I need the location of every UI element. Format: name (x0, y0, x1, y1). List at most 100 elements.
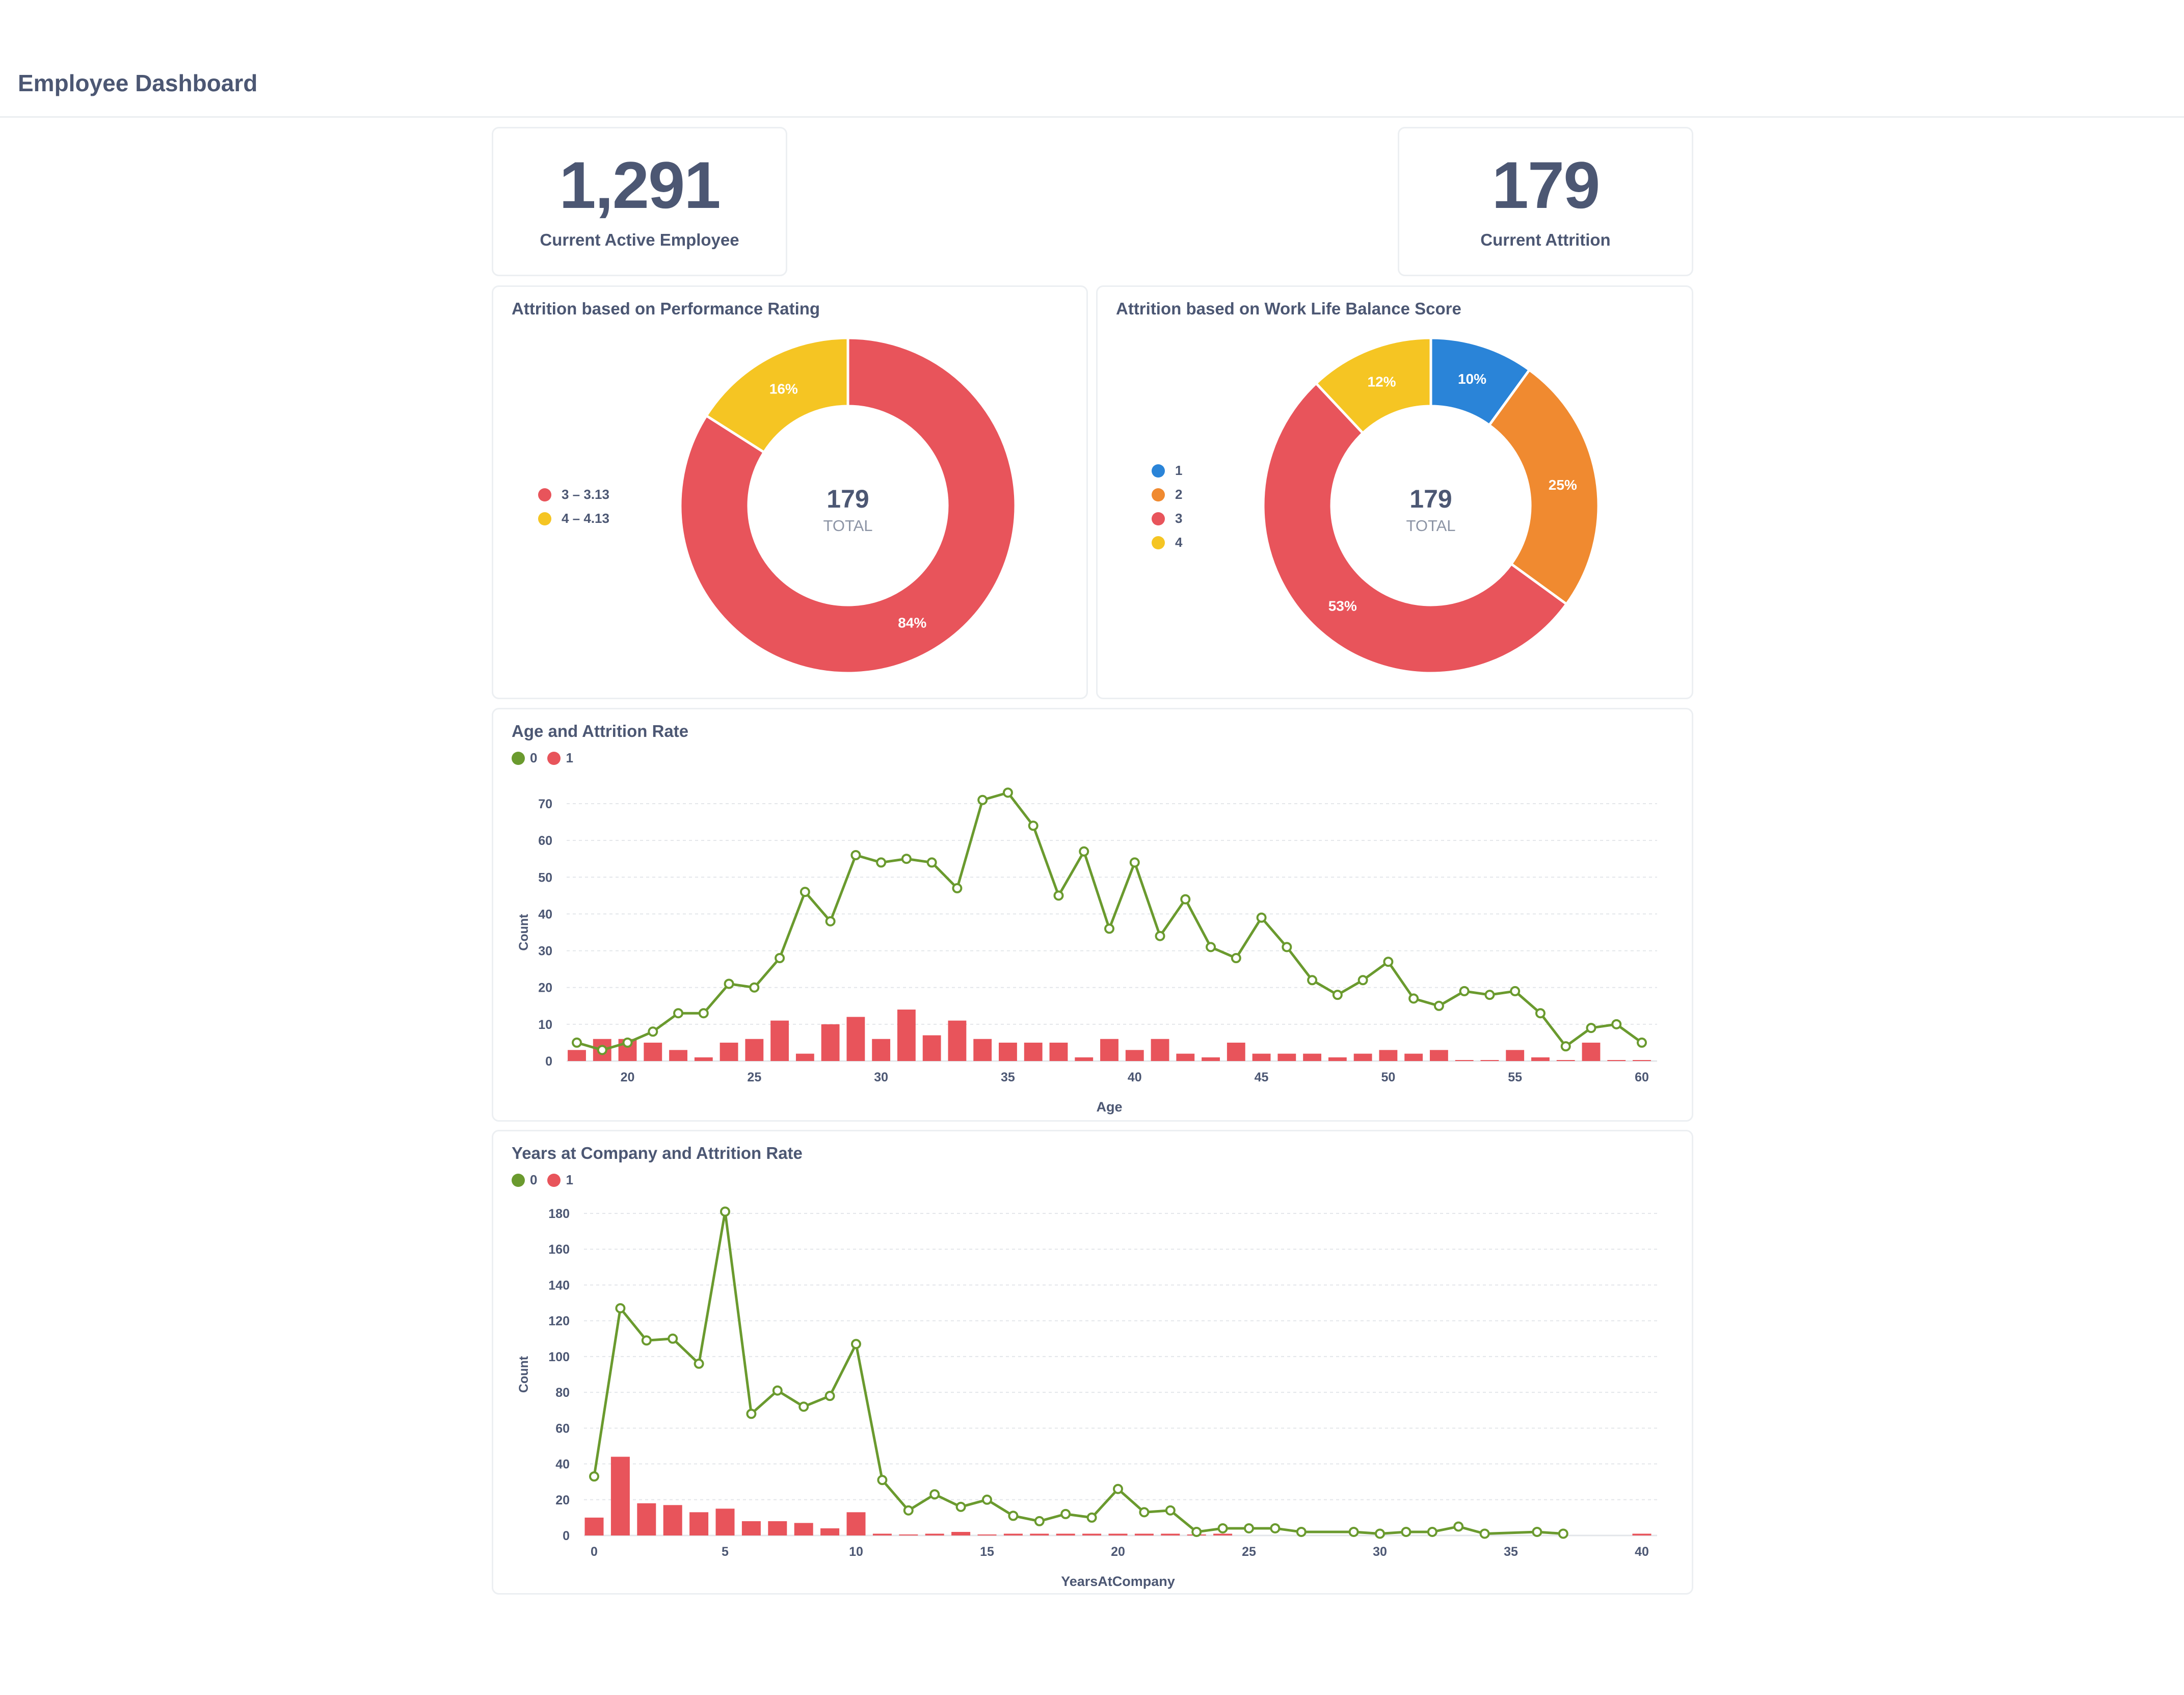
legend-item[interactable]: 0 (512, 750, 537, 766)
bar (637, 1503, 656, 1535)
page-title: Employee Dashboard (18, 70, 258, 96)
bar (1455, 1060, 1474, 1061)
bar (1328, 1057, 1347, 1061)
legend-dot (512, 751, 525, 765)
kpi-label: Current Attrition (1480, 230, 1611, 249)
legend-item[interactable]: 1 (547, 1172, 573, 1188)
x-axis-title: Age (1096, 1099, 1122, 1115)
legend-item[interactable]: 0 (512, 1172, 537, 1188)
bar (1151, 1039, 1169, 1061)
legend-item[interactable]: 4 – 4.13 (538, 507, 609, 531)
bar (1003, 1533, 1023, 1535)
bar (1108, 1533, 1128, 1535)
x-tick-label: 60 (1635, 1070, 1649, 1084)
slice-percent-label: 84% (898, 615, 926, 631)
line-point (1034, 1516, 1045, 1526)
donut-chart: 10% 25% 53% 12% 179 TOTAL (1262, 336, 1600, 675)
x-tick-label: 20 (1111, 1545, 1125, 1559)
bar (794, 1523, 813, 1535)
line-point (622, 1037, 633, 1048)
line-point (1427, 1526, 1437, 1537)
line-point (851, 1339, 861, 1349)
donut-total-label: TOTAL (823, 517, 872, 535)
x-tick-label: 45 (1255, 1070, 1269, 1084)
line-point (798, 1401, 809, 1412)
line-point (775, 953, 785, 963)
chart-legend: 0 1 (512, 1172, 583, 1188)
line-point (952, 883, 963, 893)
line-point (1433, 1000, 1444, 1011)
bar (689, 1512, 709, 1535)
line-point (876, 857, 887, 868)
bar (741, 1521, 761, 1535)
bar (1633, 1060, 1651, 1061)
legend-label: 1 (1175, 463, 1183, 478)
slice-percent-label: 16% (769, 381, 798, 396)
legend-item[interactable]: 3 (1152, 507, 1182, 531)
bar (1632, 1533, 1652, 1535)
x-tick-label: 25 (747, 1070, 761, 1084)
legend-item[interactable]: 1 (1152, 459, 1182, 483)
bar (846, 1512, 866, 1535)
x-tick-label: 30 (874, 1070, 888, 1084)
line-point (572, 1037, 582, 1048)
y-tick-label: 40 (538, 907, 552, 921)
bar (1556, 1060, 1575, 1061)
kpi-card-attrition[interactable]: 179 Current Attrition (1398, 127, 1693, 276)
line-point (724, 978, 734, 989)
legend-item[interactable]: 2 (1152, 483, 1182, 507)
line-point (1155, 931, 1165, 941)
line-point (1611, 1019, 1622, 1029)
legend-dot (1152, 464, 1165, 478)
line-point (903, 1505, 914, 1516)
bar (897, 1010, 916, 1061)
legend-dot (538, 488, 551, 501)
y-axis-title: Count (517, 914, 531, 951)
kpi-value: 1,291 (559, 148, 721, 222)
donut-card-work-life[interactable]: Attrition based on Work Life Balance Sco… (1096, 285, 1693, 699)
header-bar: Employee Dashboard (0, 0, 2184, 118)
y-tick-label: 20 (555, 1493, 570, 1507)
bar (977, 1534, 997, 1535)
line-point (901, 854, 912, 864)
kpi-label: Current Active Employee (540, 230, 739, 249)
bar (694, 1057, 713, 1061)
legend-item[interactable]: 1 (547, 750, 573, 766)
legend-item[interactable]: 4 (1152, 531, 1182, 554)
line-point (668, 1333, 678, 1344)
line-point (1558, 1528, 1568, 1539)
bar (1429, 1050, 1448, 1061)
legend-item[interactable]: 3 – 3.13 (538, 483, 609, 507)
bar (610, 1456, 630, 1535)
bar (768, 1521, 787, 1535)
combo-chart: 0 20 40 60 80 100 120 140 160 180 0 5 10 15 20 25 30 35 40… (517, 1206, 1657, 1589)
kpi-card-active-employee[interactable]: 1,291 Current Active Employee (492, 127, 787, 276)
bar (1075, 1057, 1094, 1061)
line-point (772, 1385, 783, 1396)
bar (1213, 1533, 1233, 1535)
line-point (615, 1303, 626, 1314)
age-attrition-card[interactable]: Age and Attrition Rate 0 1 0 10 20 30 40 50 60… (492, 708, 1693, 1122)
x-tick-label: 5 (722, 1545, 729, 1559)
bar (663, 1505, 682, 1535)
donut-slice (1487, 368, 1600, 606)
line-point (800, 887, 810, 897)
chart-title: Attrition based on Performance Rating (512, 299, 820, 318)
y-tick-label: 70 (538, 797, 552, 811)
line-point (1028, 820, 1038, 831)
legend-label: 1 (566, 1172, 573, 1187)
y-tick-label: 20 (538, 981, 552, 995)
bar (1030, 1533, 1049, 1535)
line-point (1535, 1008, 1546, 1019)
line-point (1401, 1526, 1411, 1537)
years-attrition-card[interactable]: Years at Company and Attrition Rate 0 1 … (492, 1130, 1693, 1595)
legend-dot (547, 751, 561, 765)
donut-card-performance[interactable]: Attrition based on Performance Rating 3 … (492, 285, 1088, 699)
bar (1480, 1060, 1499, 1061)
bar (1531, 1057, 1550, 1061)
line-point (1053, 890, 1064, 901)
line-point (1008, 1511, 1019, 1521)
legend-label: 4 (1175, 535, 1183, 550)
y-tick-label: 0 (545, 1054, 552, 1069)
bar (584, 1517, 604, 1535)
